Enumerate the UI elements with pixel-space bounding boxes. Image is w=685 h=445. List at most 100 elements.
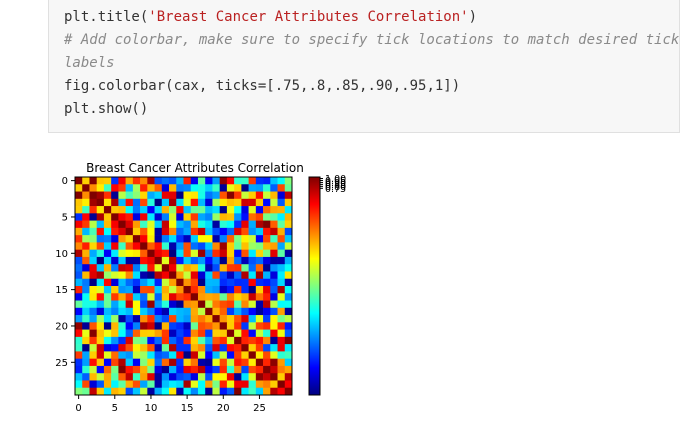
heatmap-cell xyxy=(270,220,278,229)
heatmap-cell xyxy=(284,198,293,207)
heatmap-cell xyxy=(96,286,105,294)
heatmap-cell xyxy=(103,380,112,389)
heatmap-cell xyxy=(75,213,83,221)
heatmap-cell xyxy=(82,177,90,185)
heatmap-cell xyxy=(197,220,206,229)
heatmap-cell xyxy=(234,264,242,272)
code-paren: ) xyxy=(468,9,478,25)
heatmap-cell xyxy=(270,177,278,185)
heatmap-cell xyxy=(75,235,83,243)
heatmap-cell xyxy=(205,198,213,207)
heatmap-cell xyxy=(183,344,192,352)
heatmap-cell xyxy=(277,242,286,250)
heatmap-cell xyxy=(125,300,134,309)
heatmap-cell xyxy=(118,235,126,243)
heatmap-cell xyxy=(125,191,134,200)
heatmap-cell xyxy=(176,184,184,192)
heatmap-cell xyxy=(103,286,112,294)
heatmap-cell xyxy=(118,278,126,287)
heatmap-cell xyxy=(103,184,112,192)
heatmap-cell xyxy=(219,293,228,301)
heatmap-cell xyxy=(132,242,141,250)
heatmap-cell xyxy=(132,329,141,338)
colorbar-tick-label: 1.00 xyxy=(325,174,346,185)
heatmap-cell xyxy=(89,351,97,359)
heatmap-cell xyxy=(154,242,163,250)
heatmap-cell xyxy=(248,344,257,352)
heatmap-cell xyxy=(111,351,119,359)
heatmap-cell xyxy=(255,358,264,367)
heatmap-cell xyxy=(226,286,235,294)
heatmap-cell xyxy=(284,227,293,236)
heatmap-cell xyxy=(284,365,293,374)
heatmap-cell xyxy=(103,198,112,207)
heatmap-cell xyxy=(82,300,90,309)
heatmap-cell xyxy=(89,315,97,323)
heatmap-cell xyxy=(96,300,105,309)
heatmap-cell xyxy=(154,344,163,352)
heatmap-cell xyxy=(132,336,141,345)
heatmap-cell xyxy=(161,220,170,229)
heatmap-cell xyxy=(132,322,141,330)
heatmap-cell xyxy=(277,198,286,207)
heatmap-cell xyxy=(82,198,90,207)
heatmap-cell xyxy=(169,242,177,250)
heatmap-cell xyxy=(169,191,177,200)
heatmap-cell xyxy=(147,264,155,272)
heatmap-cell xyxy=(219,307,228,316)
heatmap-cell xyxy=(183,315,192,323)
heatmap-cell xyxy=(263,278,271,287)
heatmap-cell xyxy=(248,351,257,359)
code-cell[interactable]: plt.title('Breast Cancer Attributes Corr… xyxy=(48,0,680,133)
heatmap-cell xyxy=(241,278,249,287)
heatmap-cell xyxy=(161,322,170,330)
heatmap-cell xyxy=(154,300,163,309)
heatmap-cell xyxy=(212,213,220,221)
heatmap-cell xyxy=(75,184,83,192)
heatmap-cell xyxy=(219,365,228,374)
heatmap-cell xyxy=(89,206,97,214)
heatmap-cell xyxy=(205,264,213,272)
heatmap-cell xyxy=(234,300,242,309)
heatmap-cell xyxy=(248,242,257,250)
heatmap-cell xyxy=(226,358,235,367)
heatmap-cell xyxy=(234,220,242,229)
heatmap-cell xyxy=(263,242,271,250)
heatmap-cell xyxy=(176,271,184,280)
heatmap-cell xyxy=(226,293,235,301)
heatmap-cell xyxy=(140,322,148,330)
heatmap-cell xyxy=(75,322,83,330)
heatmap-cell xyxy=(89,286,97,294)
x-tick-label: 0 xyxy=(75,403,81,414)
heatmap-cell xyxy=(241,358,249,367)
heatmap-cell xyxy=(103,344,112,352)
heatmap-cell xyxy=(241,293,249,301)
heatmap-cell xyxy=(161,206,170,214)
heatmap-cell xyxy=(255,315,264,323)
heatmap-cell xyxy=(111,264,119,272)
heatmap-cell xyxy=(226,256,235,265)
heatmap-cell xyxy=(263,387,271,396)
heatmap-cell xyxy=(263,329,271,338)
heatmap-cell xyxy=(176,358,184,367)
heatmap-cell xyxy=(118,300,126,309)
heatmap-cell xyxy=(118,177,126,185)
heatmap-cell xyxy=(212,235,220,243)
heatmap-cell xyxy=(103,365,112,374)
heatmap-cell xyxy=(140,184,148,192)
heatmap-cell xyxy=(183,358,192,367)
heatmap-cell xyxy=(241,206,249,214)
heatmap-cell xyxy=(154,336,163,345)
heatmap-cell xyxy=(132,380,141,389)
heatmap-cell xyxy=(212,264,220,272)
heatmap-cell xyxy=(140,307,148,316)
heatmap-cell xyxy=(219,213,228,221)
heatmap-cell xyxy=(132,184,141,192)
heatmap-cell xyxy=(234,329,242,338)
heatmap-cell xyxy=(205,358,213,367)
heatmap-cell xyxy=(226,329,235,338)
heatmap-cell xyxy=(125,220,134,229)
heatmap-cell xyxy=(234,242,242,250)
heatmap-cell xyxy=(154,177,163,185)
heatmap-cell xyxy=(219,351,228,359)
